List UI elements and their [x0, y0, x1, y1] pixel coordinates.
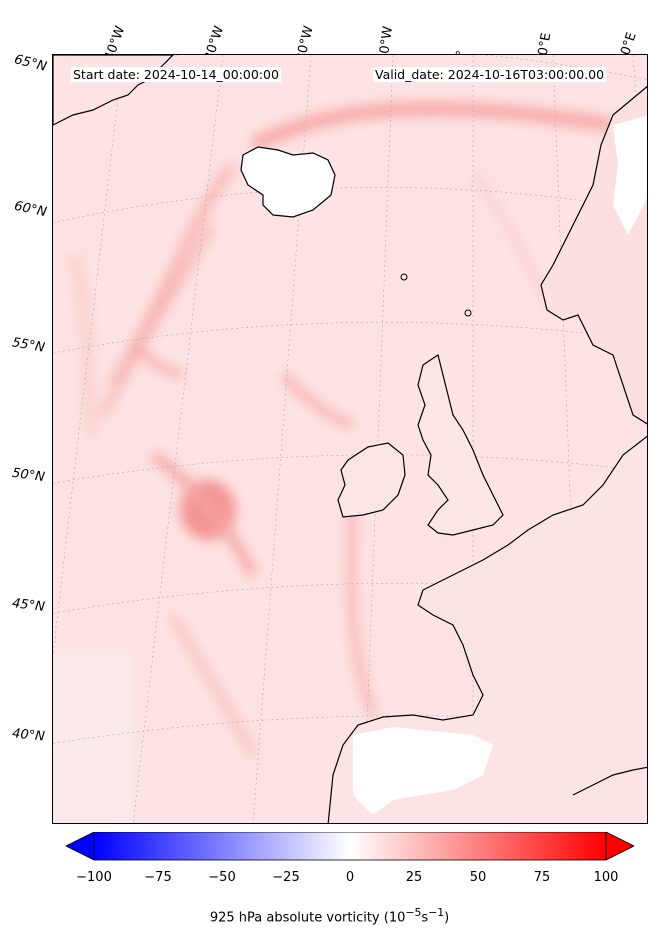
- iceland-landmass: [240, 146, 336, 218]
- ireland-landmass: [337, 442, 406, 518]
- lat-label-50n: 50°N: [11, 465, 46, 486]
- faroe-islands: [400, 273, 408, 281]
- colorbar: [66, 832, 634, 861]
- colorbar-min-extend-arrow: [66, 832, 95, 861]
- colorbar-gradient: [93, 832, 607, 861]
- shetland-islands: [464, 309, 472, 317]
- colorbar-tick: 50: [469, 870, 487, 885]
- colorbar-tick: 0: [345, 870, 355, 885]
- colorbar-label: 925 hPa absolute vorticity (10−5s−1): [209, 906, 450, 926]
- lat-label-65n: 65°N: [12, 52, 49, 75]
- mediterranean-coast: [572, 766, 647, 796]
- map-area[interactable]: Start date: 2024-10-14_00:00:00 Valid_da…: [52, 54, 648, 824]
- valid-date-label: Valid_date: 2024-10-16T03:00:00.00: [373, 67, 607, 82]
- lat-label-55n: 55°N: [10, 335, 46, 356]
- colorbar-tick: 25: [405, 870, 423, 885]
- great-britain-landmass: [417, 354, 504, 536]
- iberia-low-vorticity: [353, 727, 493, 815]
- colorbar-tick: 75: [533, 870, 551, 885]
- colorbar-tick: 100: [593, 870, 619, 885]
- lat-label-45n: 45°N: [11, 596, 46, 615]
- start-date-label: Start date: 2024-10-14_00:00:00: [71, 67, 281, 82]
- vorticity-map: [53, 55, 647, 823]
- colorbar-tick: −75: [144, 870, 172, 885]
- lat-label-40n: 40°N: [11, 726, 46, 745]
- continental-europe-landmass: [327, 435, 647, 823]
- lat-label-60n: 60°N: [12, 198, 48, 221]
- colorbar-max-extend-arrow: [605, 832, 634, 861]
- colorbar-tick: −50: [208, 870, 236, 885]
- scandinavia-snow: [613, 115, 647, 235]
- colorbar-tick: −100: [76, 870, 112, 885]
- colorbar-tick: −25: [272, 870, 300, 885]
